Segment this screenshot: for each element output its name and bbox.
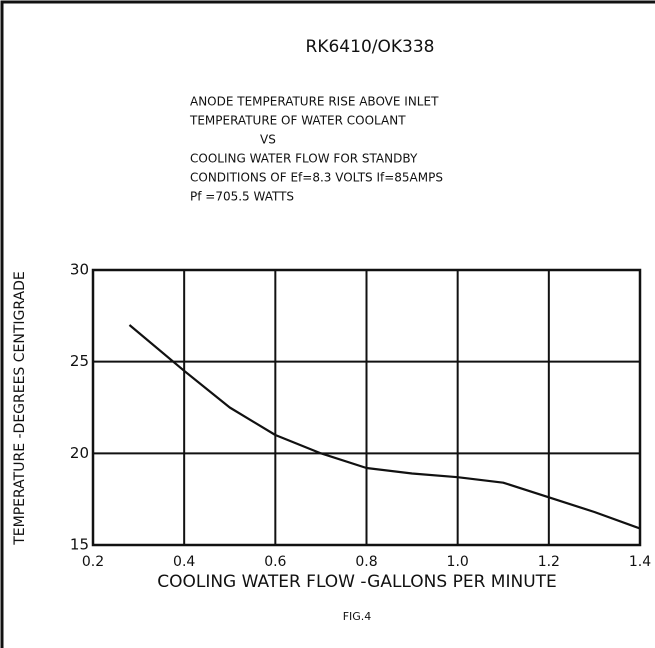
subtitle-line: VS — [260, 133, 276, 147]
caption: FIG.4 — [343, 610, 372, 623]
x-tick-label: 0.2 — [82, 554, 104, 570]
y-axis-label: TEMPERATURE -DEGREES CENTIGRADE — [12, 271, 28, 546]
data-line — [128, 324, 641, 530]
subtitle-line: CONDITIONS OF Ef=8.3 VOLTS If=85AMPS — [190, 171, 443, 185]
x-tick-label: 1.4 — [629, 554, 651, 570]
y-tick-label: 25 — [70, 352, 89, 370]
x-tick-label: 1.2 — [538, 554, 560, 570]
x-tick-label: 0.6 — [264, 554, 286, 570]
y-tick-label: 30 — [70, 261, 89, 279]
x-tick-label: 1.0 — [447, 554, 469, 570]
x-tick-label: 0.8 — [355, 554, 377, 570]
subtitle-line: ANODE TEMPERATURE RISE ABOVE INLET — [190, 95, 439, 109]
subtitle-line: COOLING WATER FLOW FOR STANDBY — [190, 152, 418, 166]
chart-title: RK6410/OK338 — [306, 37, 435, 57]
y-tick-label: 15 — [70, 536, 89, 554]
y-tick-label: 20 — [70, 444, 89, 462]
subtitle-line: Pf =705.5 WATTS — [190, 190, 294, 204]
x-axis-label: COOLING WATER FLOW -GALLONS PER MINUTE — [157, 572, 557, 592]
subtitle-line: TEMPERATURE OF WATER COOLANT — [189, 114, 406, 128]
x-tick-label: 0.4 — [173, 554, 195, 570]
